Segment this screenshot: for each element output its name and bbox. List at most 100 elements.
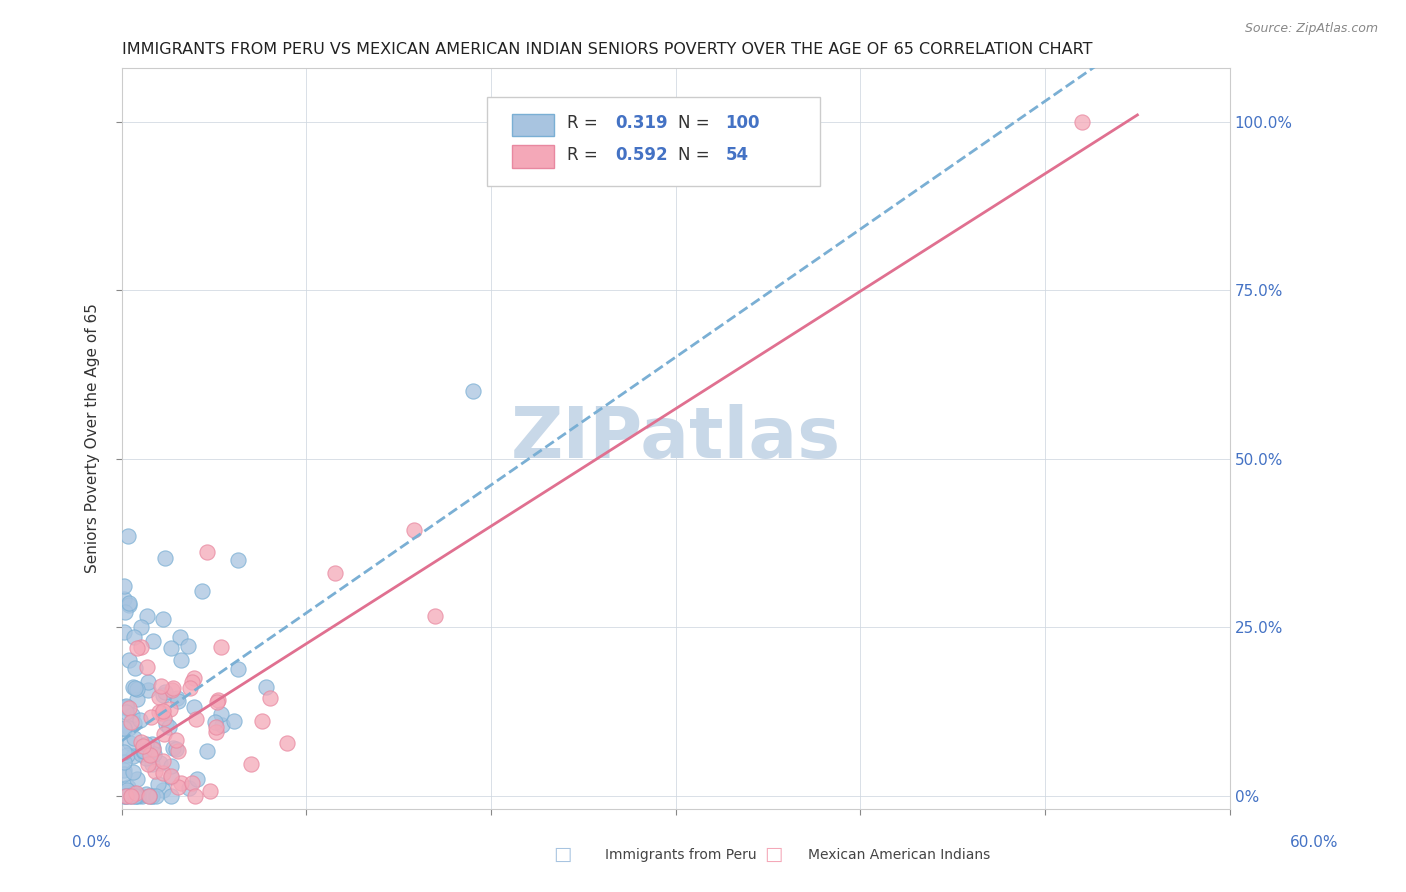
Point — [211, 718, 233, 732]
Text: Immigrants from Peru: Immigrants from Peru — [605, 847, 756, 862]
Point — [205, 721, 228, 735]
Point — [226, 553, 249, 567]
Point — [115, 789, 138, 803]
Point — [250, 714, 273, 729]
Point — [117, 598, 139, 612]
Point — [124, 661, 146, 675]
Point — [115, 698, 138, 713]
Text: IMMIGRANTS FROM PERU VS MEXICAN AMERICAN INDIAN SENIORS POVERTY OVER THE AGE OF : IMMIGRANTS FROM PERU VS MEXICAN AMERICAN… — [122, 42, 1092, 57]
Point — [179, 681, 201, 695]
Point — [120, 789, 142, 803]
Point — [138, 789, 160, 803]
Point — [461, 384, 484, 399]
Text: ZIPatlas: ZIPatlas — [510, 404, 841, 473]
Text: 60.0%: 60.0% — [1291, 836, 1339, 850]
Text: R =: R = — [567, 114, 598, 132]
Point — [181, 675, 204, 690]
Point — [117, 780, 139, 794]
Text: N =: N = — [678, 114, 710, 132]
Text: R =: R = — [567, 146, 598, 164]
Point — [152, 765, 174, 780]
Point — [157, 720, 180, 734]
Text: □: □ — [553, 845, 572, 864]
Point — [136, 683, 159, 698]
Point — [145, 789, 167, 803]
Point — [122, 748, 145, 763]
Point — [117, 700, 139, 714]
Point — [135, 787, 157, 801]
Point — [138, 789, 160, 803]
Point — [139, 709, 162, 723]
Point — [177, 639, 200, 653]
Point — [209, 640, 232, 655]
Point — [129, 735, 152, 749]
Text: 0.0%: 0.0% — [72, 836, 111, 850]
Point — [127, 789, 149, 803]
Text: 54: 54 — [725, 146, 749, 164]
Point — [160, 789, 183, 803]
Point — [127, 691, 149, 706]
Point — [112, 624, 135, 639]
Point — [170, 775, 193, 789]
Point — [177, 780, 200, 795]
Point — [125, 786, 148, 800]
Point — [167, 693, 190, 707]
Point — [122, 731, 145, 746]
Point — [120, 714, 142, 729]
Point — [132, 744, 155, 758]
Y-axis label: Seniors Poverty Over the Age of 65: Seniors Poverty Over the Age of 65 — [86, 303, 100, 574]
Point — [160, 770, 183, 784]
Point — [205, 695, 228, 709]
Point — [160, 758, 183, 772]
Point — [122, 630, 145, 644]
Point — [402, 523, 425, 537]
Point — [118, 653, 141, 667]
Point — [118, 736, 141, 750]
Point — [122, 715, 145, 730]
Point — [112, 721, 135, 735]
Point — [112, 745, 135, 759]
Point — [122, 786, 145, 800]
Point — [136, 674, 159, 689]
Point — [146, 777, 169, 791]
Point — [112, 700, 135, 714]
Point — [183, 700, 205, 714]
Point — [135, 609, 157, 624]
Text: Source: ZipAtlas.com: Source: ZipAtlas.com — [1244, 22, 1378, 36]
Point — [125, 640, 148, 655]
Point — [160, 683, 183, 698]
Point — [165, 732, 187, 747]
Point — [112, 723, 135, 737]
Point — [135, 737, 157, 751]
Point — [118, 789, 141, 803]
Point — [141, 789, 163, 803]
Point — [155, 551, 177, 566]
Point — [136, 757, 159, 772]
Point — [159, 640, 181, 655]
Point — [118, 701, 141, 715]
Point — [112, 579, 135, 593]
Point — [129, 619, 152, 633]
Point — [159, 702, 181, 716]
Point — [153, 727, 176, 741]
Point — [204, 725, 226, 739]
Point — [112, 592, 135, 607]
Point — [117, 596, 139, 610]
Point — [121, 708, 143, 723]
Point — [195, 545, 218, 559]
Point — [152, 704, 174, 718]
Point — [148, 705, 170, 719]
Point — [183, 671, 205, 685]
Point — [124, 681, 146, 695]
Point — [155, 717, 177, 731]
FancyBboxPatch shape — [512, 113, 554, 136]
Point — [226, 662, 249, 676]
Text: □: □ — [763, 845, 783, 864]
Point — [114, 606, 136, 620]
Point — [117, 529, 139, 543]
Point — [153, 711, 176, 725]
Point — [276, 736, 298, 750]
Point — [124, 789, 146, 803]
Point — [121, 789, 143, 803]
Point — [150, 679, 173, 693]
